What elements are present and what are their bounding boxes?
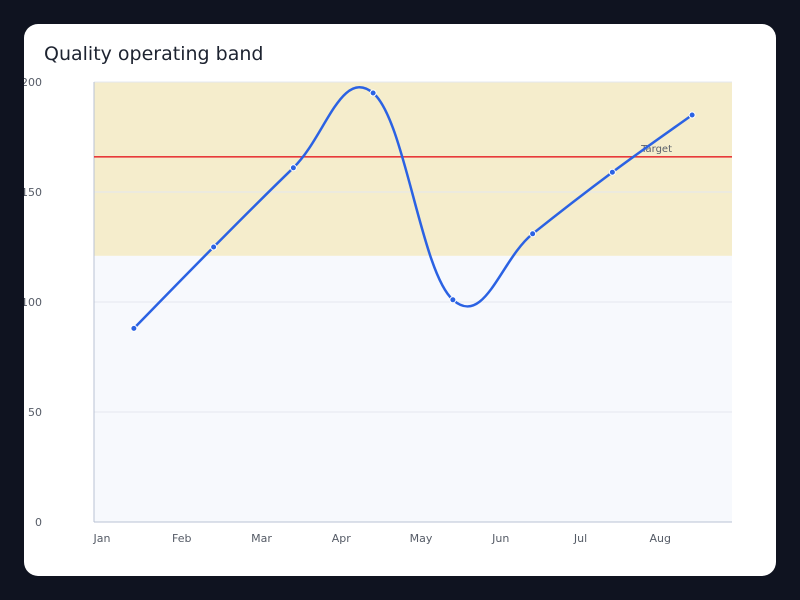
data-point — [130, 324, 138, 332]
y-tick-label: 100 — [24, 296, 42, 309]
data-point — [608, 168, 616, 176]
y-tick-label: 200 — [24, 76, 42, 89]
chart-card: Quality operating band 0 50 100 150 200 Jan F… — [24, 24, 776, 576]
data-point — [529, 230, 537, 238]
x-tick-label: Jan — [93, 532, 111, 545]
y-tick-label: 0 — [35, 516, 42, 529]
y-tick-label: 150 — [24, 186, 42, 199]
data-point — [688, 111, 696, 119]
data-point — [210, 243, 218, 251]
x-tick-label: Aug — [650, 532, 671, 545]
x-tick-label: May — [410, 532, 433, 545]
target-label: Target — [640, 144, 672, 155]
data-point — [369, 89, 377, 97]
x-tick-label: Feb — [172, 532, 191, 545]
data-point — [449, 296, 457, 304]
operating-band — [94, 82, 732, 256]
x-tick-label: Mar — [251, 532, 272, 545]
x-tick-label: Jul — [573, 532, 587, 545]
data-point — [289, 164, 297, 172]
chart-title: Quality operating band — [44, 43, 264, 65]
series-line — [132, 85, 694, 330]
x-tick-label: Jun — [491, 532, 509, 545]
chart-svg: 0 50 100 150 200 Jan Feb Mar Apr May Jun Jul Aug Ta… — [24, 76, 732, 545]
y-tick-label: 50 — [28, 406, 42, 419]
x-tick-label: Apr — [332, 532, 352, 545]
